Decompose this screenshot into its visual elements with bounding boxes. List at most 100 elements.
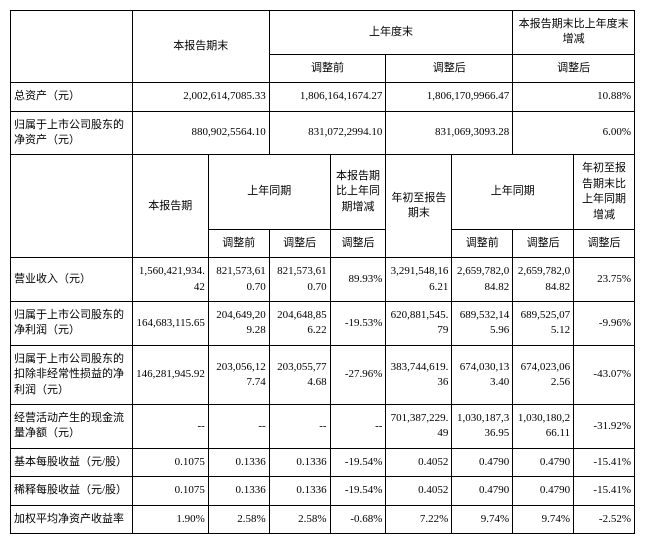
h-before-2: 调整前: [452, 229, 513, 257]
cell: 0.4790: [513, 448, 574, 476]
cell: 23.75%: [574, 258, 635, 302]
cell: -15.41%: [574, 477, 635, 505]
cell: 203,056,127.74: [208, 345, 269, 404]
cell: 1,806,164,1674.27: [269, 83, 386, 111]
cell: -19.54%: [330, 477, 386, 505]
cell: 674,030,133.40: [452, 345, 513, 404]
h-ytd: 年初至报告期末: [386, 155, 452, 258]
table-row: 加权平均净资产收益率1.90%2.58%2.58%-0.68%7.22%9.74…: [11, 505, 635, 533]
cell: 674,023,062.56: [513, 345, 574, 404]
cell: 9.74%: [452, 505, 513, 533]
row-label: 营业收入（元）: [11, 258, 133, 302]
cell: 1,806,170,9966.47: [386, 83, 513, 111]
cell: --: [208, 405, 269, 449]
h-prev-end: 上年度末: [269, 11, 512, 55]
cell: 701,387,229.49: [386, 405, 452, 449]
cell: --: [132, 405, 208, 449]
blank-cell: [11, 155, 133, 258]
cell: -19.54%: [330, 448, 386, 476]
cell: 10.88%: [513, 83, 635, 111]
h-current: 本报告期: [132, 155, 208, 258]
row-label: 总资产（元）: [11, 83, 133, 111]
cell: 203,055,774.68: [269, 345, 330, 404]
cell: 831,069,3093.28: [386, 111, 513, 155]
cell: 9.74%: [513, 505, 574, 533]
cell: 821,573,610.70: [269, 258, 330, 302]
cell: 0.4052: [386, 477, 452, 505]
cell: 2.58%: [269, 505, 330, 533]
cell: -0.68%: [330, 505, 386, 533]
h-after-2: 调整后: [513, 54, 635, 82]
h-same-2: 上年同期: [452, 155, 574, 230]
h-change: 本报告期末比上年度末增减: [513, 11, 635, 55]
cell: --: [269, 405, 330, 449]
row-label: 经营活动产生的现金流量净额（元）: [11, 405, 133, 449]
cell: 0.1075: [132, 448, 208, 476]
cell: 89.93%: [330, 258, 386, 302]
cell: --: [330, 405, 386, 449]
cell: 0.1075: [132, 477, 208, 505]
cell: 0.1336: [269, 477, 330, 505]
table-row: 归属于上市公司股东的扣除非经常性损益的净利润（元）146,281,945.922…: [11, 345, 635, 404]
h-after-2b: 调整后: [574, 229, 635, 257]
row-label: 稀释每股收益（元/股）: [11, 477, 133, 505]
table-row: 基本每股收益（元/股）0.10750.13360.1336-19.54%0.40…: [11, 448, 635, 476]
cell: 689,525,075.12: [513, 302, 574, 346]
row-label: 加权平均净资产收益率: [11, 505, 133, 533]
row-label: 归属于上市公司股东的扣除非经常性损益的净利润（元）: [11, 345, 133, 404]
cell: 821,573,610.70: [208, 258, 269, 302]
h-change2: 年初至报告期末比上年同期增减: [574, 155, 635, 230]
table-row: 归属于上市公司股东的净利润（元）164,683,115.65204,649,20…: [11, 302, 635, 346]
cell: 2,002,614,7085.33: [132, 83, 269, 111]
header-row-1: 本报告期末 上年度末 本报告期末比上年度末增减: [11, 11, 635, 55]
cell: 7.22%: [386, 505, 452, 533]
row-label: 基本每股收益（元/股）: [11, 448, 133, 476]
h-change1: 本报告期比上年同期增减: [330, 155, 386, 230]
h-after-1: 调整后: [386, 54, 513, 82]
cell: 1,030,180,266.11: [513, 405, 574, 449]
h-after: 调整后: [269, 229, 330, 257]
table-row: 总资产（元） 2,002,614,7085.33 1,806,164,1674.…: [11, 83, 635, 111]
cell: 0.4052: [386, 448, 452, 476]
financial-table: 本报告期末 上年度末 本报告期末比上年度末增减 调整前 调整后 调整后 总资产（…: [10, 10, 635, 534]
cell: 0.1336: [208, 477, 269, 505]
cell: -27.96%: [330, 345, 386, 404]
cell: 0.4790: [452, 448, 513, 476]
cell: 2,659,782,084.82: [452, 258, 513, 302]
cell: 689,532,145.96: [452, 302, 513, 346]
table-row: 稀释每股收益（元/股）0.10750.13360.1336-19.54%0.40…: [11, 477, 635, 505]
cell: -43.07%: [574, 345, 635, 404]
h-after-b: 调整后: [330, 229, 386, 257]
header-row-3: 本报告期 上年同期 本报告期比上年同期增减 年初至报告期末 上年同期 年初至报告…: [11, 155, 635, 230]
cell: 0.1336: [269, 448, 330, 476]
cell: 1.90%: [132, 505, 208, 533]
cell: 164,683,115.65: [132, 302, 208, 346]
row-label: 归属于上市公司股东的净利润（元）: [11, 302, 133, 346]
table-row: 营业收入（元）1,560,421,934.42821,573,610.70821…: [11, 258, 635, 302]
cell: 620,881,545.79: [386, 302, 452, 346]
cell: 0.4790: [513, 477, 574, 505]
cell: 831,072,2994.10: [269, 111, 386, 155]
cell: 383,744,619.36: [386, 345, 452, 404]
table-row: 归属于上市公司股东的净资产（元） 880,902,5564.10 831,072…: [11, 111, 635, 155]
cell: 146,281,945.92: [132, 345, 208, 404]
blank-cell: [11, 11, 133, 83]
cell: 1,560,421,934.42: [132, 258, 208, 302]
cell: -19.53%: [330, 302, 386, 346]
h-same: 上年同期: [208, 155, 330, 230]
cell: 0.4790: [452, 477, 513, 505]
cell: 880,902,5564.10: [132, 111, 269, 155]
cell: 204,649,209.28: [208, 302, 269, 346]
cell: -2.52%: [574, 505, 635, 533]
cell: 204,648,856.22: [269, 302, 330, 346]
table-row: 经营活动产生的现金流量净额（元）--------701,387,229.491,…: [11, 405, 635, 449]
h-current-end: 本报告期末: [132, 11, 269, 83]
h-before: 调整前: [208, 229, 269, 257]
cell: 2.58%: [208, 505, 269, 533]
cell: -15.41%: [574, 448, 635, 476]
cell: 2,659,782,084.82: [513, 258, 574, 302]
row-label: 归属于上市公司股东的净资产（元）: [11, 111, 133, 155]
h-after-2: 调整后: [513, 229, 574, 257]
cell: -31.92%: [574, 405, 635, 449]
cell: 3,291,548,166.21: [386, 258, 452, 302]
